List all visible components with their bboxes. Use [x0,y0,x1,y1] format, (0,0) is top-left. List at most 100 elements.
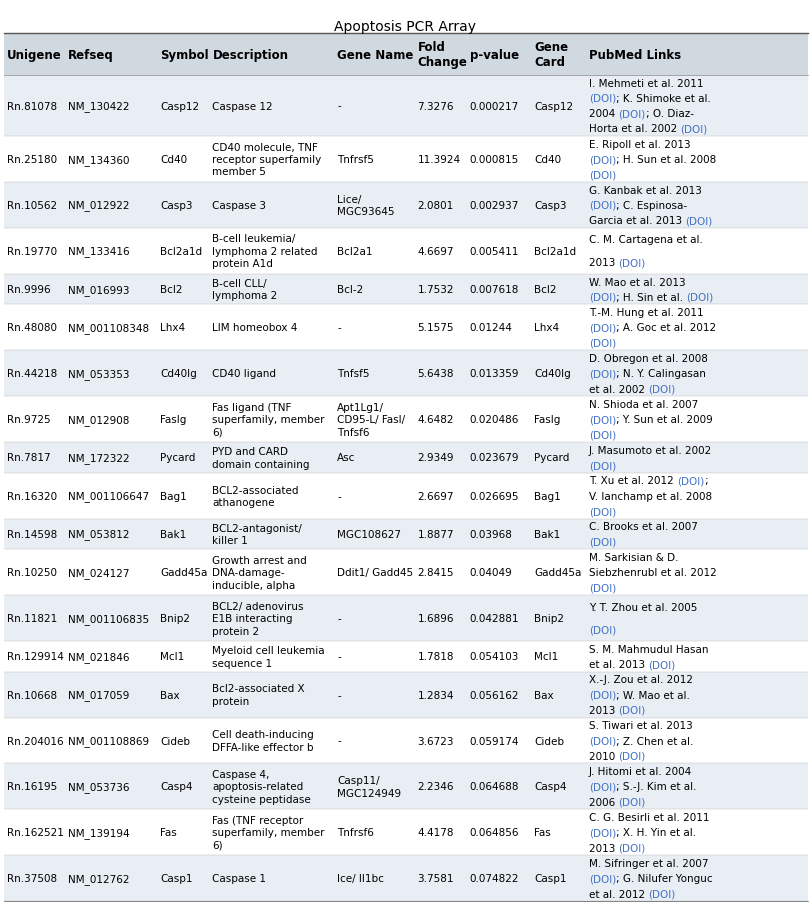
Text: NM_172322: NM_172322 [67,452,130,463]
Text: (DOI): (DOI) [589,339,616,349]
Text: ; N. Y. Calingasan: ; N. Y. Calingasan [616,369,706,379]
Text: (DOI): (DOI) [589,430,616,440]
Text: 0.064688: 0.064688 [470,782,519,792]
Text: ; Z. Chen et al.: ; Z. Chen et al. [616,736,693,746]
Text: Cideb: Cideb [534,736,564,746]
Text: Bak1: Bak1 [534,529,561,539]
Text: NM_012908: NM_012908 [67,414,129,425]
Text: 0.04049: 0.04049 [470,568,513,578]
Text: Rn.10250: Rn.10250 [7,568,58,578]
Text: Casp12: Casp12 [534,101,573,111]
Text: S. M. Mahmudul Hasan: S. M. Mahmudul Hasan [589,644,708,654]
Text: ; O. Diaz-: ; O. Diaz- [646,109,693,119]
Text: 5.1575: 5.1575 [417,323,454,333]
Bar [4,519,808,550]
Text: Casp1: Casp1 [534,873,567,883]
Text: Tnfsf5: Tnfsf5 [337,369,369,379]
Text: 2006: 2006 [589,796,618,807]
Text: Bag1: Bag1 [534,491,561,501]
Text: (DOI): (DOI) [648,889,676,898]
Text: BCL2-associated
athanogene: BCL2-associated athanogene [212,485,299,507]
Text: Gadd45a: Gadd45a [160,568,207,578]
Text: ;: ; [704,476,708,486]
Bar [4,228,808,275]
Text: NM_133416: NM_133416 [67,247,130,257]
Text: ; C. Espinosa-: ; C. Espinosa- [616,200,687,210]
Text: Siebzhenrubl et al. 2012: Siebzhenrubl et al. 2012 [589,568,717,578]
Text: (DOI): (DOI) [589,200,616,210]
Text: 1.7532: 1.7532 [417,284,454,294]
Text: Lice/
MGC93645: Lice/ MGC93645 [337,194,394,217]
Text: 0.074822: 0.074822 [470,873,519,883]
Text: (DOI): (DOI) [618,796,646,807]
Text: NM_130422: NM_130422 [67,101,129,112]
Text: p-value: p-value [470,49,519,61]
Text: -: - [337,690,341,700]
Text: Cd40: Cd40 [160,155,187,165]
Text: Tnfrsf5: Tnfrsf5 [337,155,374,165]
Text: 0.056162: 0.056162 [470,690,519,700]
Text: BCL2-antagonist/
killer 1: BCL2-antagonist/ killer 1 [212,523,302,545]
Text: (DOI): (DOI) [589,582,616,593]
Bar [4,182,808,228]
Text: Rn.81078: Rn.81078 [7,101,58,111]
Bar [4,473,808,519]
Text: (DOI): (DOI) [685,216,713,226]
Text: 2004: 2004 [589,109,618,119]
Text: Asc: Asc [337,453,356,463]
Text: Rn.204016: Rn.204016 [7,736,64,746]
Text: Rn.14598: Rn.14598 [7,529,58,539]
Text: 0.000815: 0.000815 [470,155,519,165]
Bar [4,34,808,76]
Text: Rn.16320: Rn.16320 [7,491,58,501]
Text: CD40 ligand: CD40 ligand [212,369,276,379]
Text: Description: Description [212,49,288,61]
Text: (DOI): (DOI) [589,782,616,792]
Text: Rn.11821: Rn.11821 [7,613,58,623]
Text: 0.007618: 0.007618 [470,284,519,294]
Text: Rn.7817: Rn.7817 [7,453,51,463]
Text: Horta et al. 2002: Horta et al. 2002 [589,125,680,135]
Text: Caspase 3: Caspase 3 [212,200,266,210]
Text: 11.3924: 11.3924 [417,155,461,165]
Text: NM_017059: NM_017059 [67,689,129,701]
Text: NM_053353: NM_053353 [67,368,129,379]
Text: (DOI): (DOI) [589,690,616,700]
Text: Rn.19770: Rn.19770 [7,247,58,256]
Text: ; X. H. Yin et al.: ; X. H. Yin et al. [616,827,697,837]
Text: Fas (TNF receptor
superfamily, member
6): Fas (TNF receptor superfamily, member 6) [212,815,325,850]
Text: (DOI): (DOI) [589,94,616,104]
Text: Bcl-2: Bcl-2 [337,284,364,294]
Text: (DOI): (DOI) [589,625,616,635]
Text: Apoptosis PCR Array: Apoptosis PCR Array [334,20,476,33]
Text: C. M. Cartagena et al.: C. M. Cartagena et al. [589,235,703,245]
Text: Rn.10668: Rn.10668 [7,690,58,700]
Text: (DOI): (DOI) [589,293,616,303]
Text: (DOI): (DOI) [619,258,646,268]
Text: 2010: 2010 [589,751,618,761]
Text: et al. 2012: et al. 2012 [589,889,648,898]
Bar [4,672,808,718]
Text: J. Masumoto et al. 2002: J. Masumoto et al. 2002 [589,445,712,455]
Text: 2013: 2013 [589,842,619,852]
Text: 1.7818: 1.7818 [417,652,454,662]
Text: (DOI): (DOI) [589,537,616,547]
Bar [4,718,808,764]
Text: G. Kanbak et al. 2013: G. Kanbak et al. 2013 [589,185,701,195]
Text: 0.042881: 0.042881 [470,613,519,623]
Text: S. Tiwari et al. 2013: S. Tiwari et al. 2013 [589,721,693,731]
Text: Bag1: Bag1 [160,491,187,501]
Text: (DOI): (DOI) [619,842,646,852]
Text: (DOI): (DOI) [618,751,646,761]
Bar [4,809,808,855]
Text: Casp3: Casp3 [160,200,193,210]
Text: 2.6697: 2.6697 [417,491,454,501]
Text: Rn.162521: Rn.162521 [7,827,64,837]
Text: Bax: Bax [160,690,180,700]
Text: Rn.16195: Rn.16195 [7,782,58,792]
Text: CD40 molecule, TNF
receptor superfamily
member 5: CD40 molecule, TNF receptor superfamily … [212,143,322,177]
Bar [4,550,808,595]
Text: Rn.129914: Rn.129914 [7,652,64,662]
Bar [4,641,808,672]
Text: Lhx4: Lhx4 [534,323,559,333]
